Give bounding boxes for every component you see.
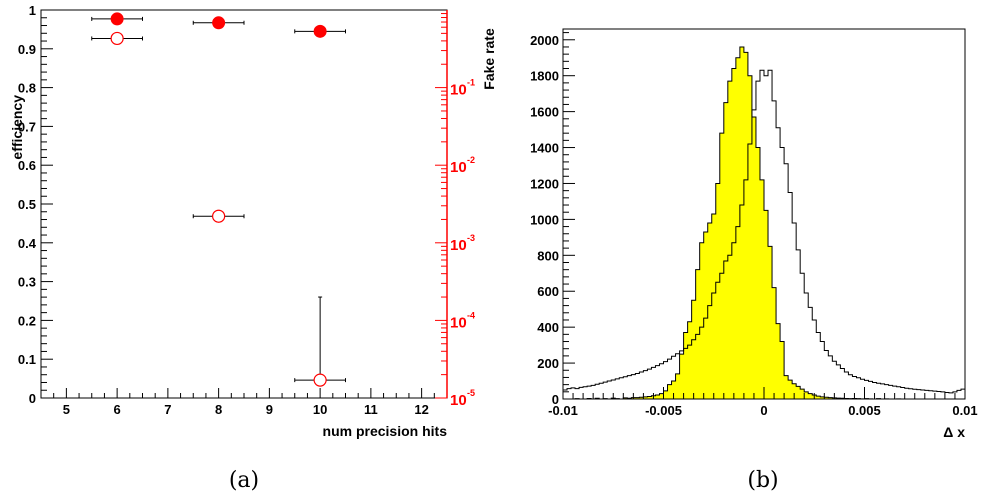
chart-a-y2tick-base: 10	[450, 159, 467, 176]
chart-a-ticks: 5 6 7 8 9 10 11 12 0 0.1 0.2 0.3 0.4 0.5 0.6 0.7 0.8 0.9 1…	[18, 3, 475, 417]
chart-a-y2tick-exponent: -4	[467, 310, 475, 320]
chart-a-xtick-label: 6	[114, 402, 121, 417]
chart-b-ytick-label: 200	[537, 356, 559, 371]
caption-a: (a)	[229, 468, 259, 493]
chart-a-y2tick-base: 10	[450, 237, 467, 254]
chart-a-efficiency-point	[110, 12, 124, 26]
chart-b-xtick-label: -0.005	[645, 403, 682, 418]
chart-a-frame	[40, 9, 448, 399]
chart-a-xtick-label: 5	[63, 402, 70, 417]
chart-a-y2tick-base: 10	[450, 392, 467, 409]
chart-a-xtick-label: 11	[364, 402, 378, 417]
chart-a-ytick-label: 0.1	[18, 352, 36, 367]
chart-b-xtick-label: 0.005	[848, 403, 881, 418]
chart-b-ticks: -0.01 -0.005 0 0.005 0.01 0 200 400 600 800 1000 12…	[530, 32, 978, 418]
chart-b-ytick-label: 1400	[530, 141, 559, 156]
efficiency-fake-rate-chart: 5 6 7 8 9 10 11 12 0 0.1 0.2 0.3 0.4 0.5 0.6 0.7 0.8 0.9 1…	[9, 3, 497, 439]
chart-b-ytick-label: 1200	[530, 176, 559, 191]
chart-a-ytick-label: 0	[29, 391, 36, 406]
chart-b-xtick-label: -0.01	[548, 403, 578, 418]
caption-b: (b)	[747, 468, 778, 493]
chart-a-fake-rate-point	[313, 373, 327, 387]
chart-b-histograms	[562, 46, 966, 400]
chart-b-ytick-label: 0	[552, 392, 559, 407]
chart-a-efficiency-point	[313, 24, 327, 38]
chart-b-filled-histogram	[563, 46, 965, 400]
chart-a-y2tick-exponent: -3	[467, 233, 475, 243]
chart-a-xtick-label: 8	[215, 402, 222, 417]
chart-a-y2tick-exponent: -1	[467, 78, 475, 88]
chart-a-ytick-label: 0.4	[18, 236, 37, 251]
chart-a-ytick-label: 0.7	[18, 119, 36, 134]
chart-a-ytick-label: 0.6	[18, 158, 36, 173]
chart-a-xlabel: num precision hits	[323, 423, 448, 439]
chart-a-xtick-label: 10	[313, 402, 327, 417]
chart-a-fake-rate-point	[212, 209, 226, 223]
chart-b-outline-histogram	[562, 69, 966, 399]
chart-a-xtick-label: 9	[266, 402, 273, 417]
chart-a-xtick-label: 12	[414, 402, 428, 417]
chart-a-y2tick-exponent: -2	[467, 155, 475, 165]
chart-b-ytick-label: 1000	[530, 212, 559, 227]
delta-x-histogram: -0.01 -0.005 0 0.005 0.01 0 200 400 600 800 1000 12…	[530, 28, 978, 440]
chart-a-ytick-label: 0.9	[18, 42, 36, 57]
chart-b-xtick-label: 0	[760, 403, 767, 418]
chart-a-y2tick-exponent: -5	[467, 388, 475, 398]
chart-a-ytick-label: 0.2	[18, 313, 36, 328]
chart-b-xtick-label: 0.01	[952, 403, 977, 418]
chart-a-ytick-label: 0.3	[18, 275, 36, 290]
chart-a-ylabel: efficiency	[9, 95, 25, 160]
chart-a-y2label: Fake rate	[481, 28, 497, 90]
chart-b-ytick-label: 800	[537, 248, 559, 263]
chart-b-xlabel: Δ x	[943, 424, 965, 440]
chart-a-y2tick-base: 10	[450, 314, 467, 331]
chart-a-y2tick-base: 10	[450, 82, 467, 99]
chart-b-ytick-label: 1600	[530, 105, 559, 120]
chart-b-ytick-label: 600	[537, 284, 559, 299]
chart-a-ytick-label: 0.8	[18, 81, 36, 96]
chart-a-xtick-label: 7	[164, 402, 171, 417]
chart-a-ytick-label: 1	[29, 3, 36, 18]
chart-a-ytick-label: 0.5	[18, 197, 36, 212]
chart-b-ytick-label: 400	[537, 320, 559, 335]
chart-b-ytick-label: 1800	[530, 69, 559, 84]
chart-a-efficiency-point	[212, 16, 226, 30]
chart-a-points	[91, 12, 346, 387]
chart-a-fake-rate-point	[110, 31, 124, 46]
chart-b-ytick-label: 2000	[530, 33, 559, 48]
